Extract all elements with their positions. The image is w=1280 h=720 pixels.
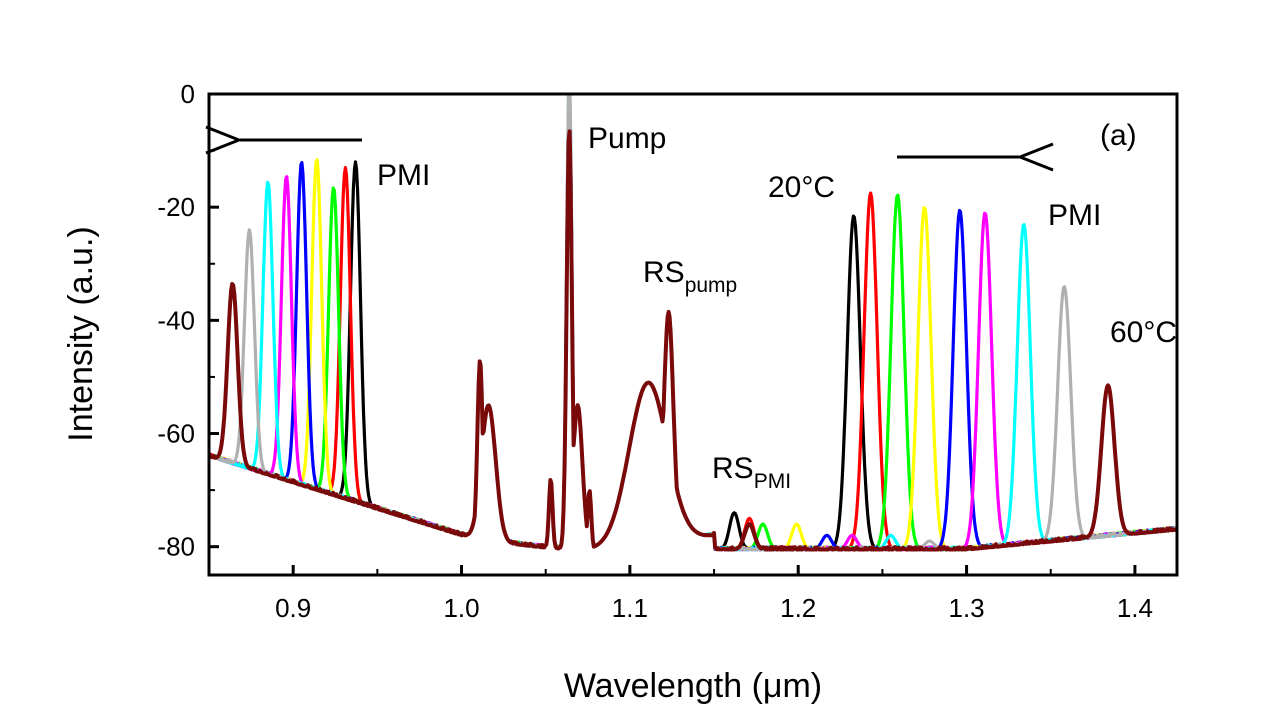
x-tick-label-0: 0.9 (275, 593, 311, 623)
temp-high-label: 60°C (1110, 316, 1177, 349)
panel-label: (a) (1100, 119, 1137, 152)
x-tick-label-4: 1.3 (948, 593, 984, 623)
x-tick-label-5: 1.4 (1117, 593, 1153, 623)
rs-pmi-main: RS (712, 452, 754, 485)
y-axis-title: Intensity (a.u.) (62, 226, 100, 441)
series-line-7 (209, 94, 1177, 552)
rs-pump-label: RSpump (643, 256, 737, 297)
series-line-5 (209, 94, 1177, 552)
series-line-8 (209, 129, 1177, 552)
y-tick-label-1: -20 (157, 192, 195, 222)
y-tick-label-3: -60 (157, 419, 195, 449)
y-tick-label-4: -80 (157, 532, 195, 562)
plot-frame (207, 92, 1179, 577)
x-tick-label-1: 1.0 (443, 593, 479, 623)
rs-pmi-sub: PMI (754, 470, 791, 493)
rs-pmi-label: RSPMI (712, 452, 791, 493)
y-tick-label-0: 0 (181, 79, 195, 109)
rs-pump-sub: pump (685, 274, 738, 297)
y-tick-label-2: -40 (157, 305, 195, 335)
series-line-6 (209, 94, 1177, 552)
rs-pump-main: RS (643, 256, 685, 289)
series-layer (209, 94, 1177, 552)
x-axis-title: Wavelength (μm) (564, 667, 822, 705)
pmi-right-label: PMI (1048, 199, 1101, 232)
ticks-layer: 0.9 1.0 1.1 1.2 1.3 1.4 0 -20 -40 -60 -80 (157, 79, 1153, 623)
pmi-left-label: PMI (377, 159, 430, 192)
temp-low-label: 20°C (768, 171, 835, 204)
pump-label: Pump (588, 122, 666, 155)
x-tick-label-2: 1.1 (612, 593, 648, 623)
x-tick-label-3: 1.2 (780, 593, 816, 623)
